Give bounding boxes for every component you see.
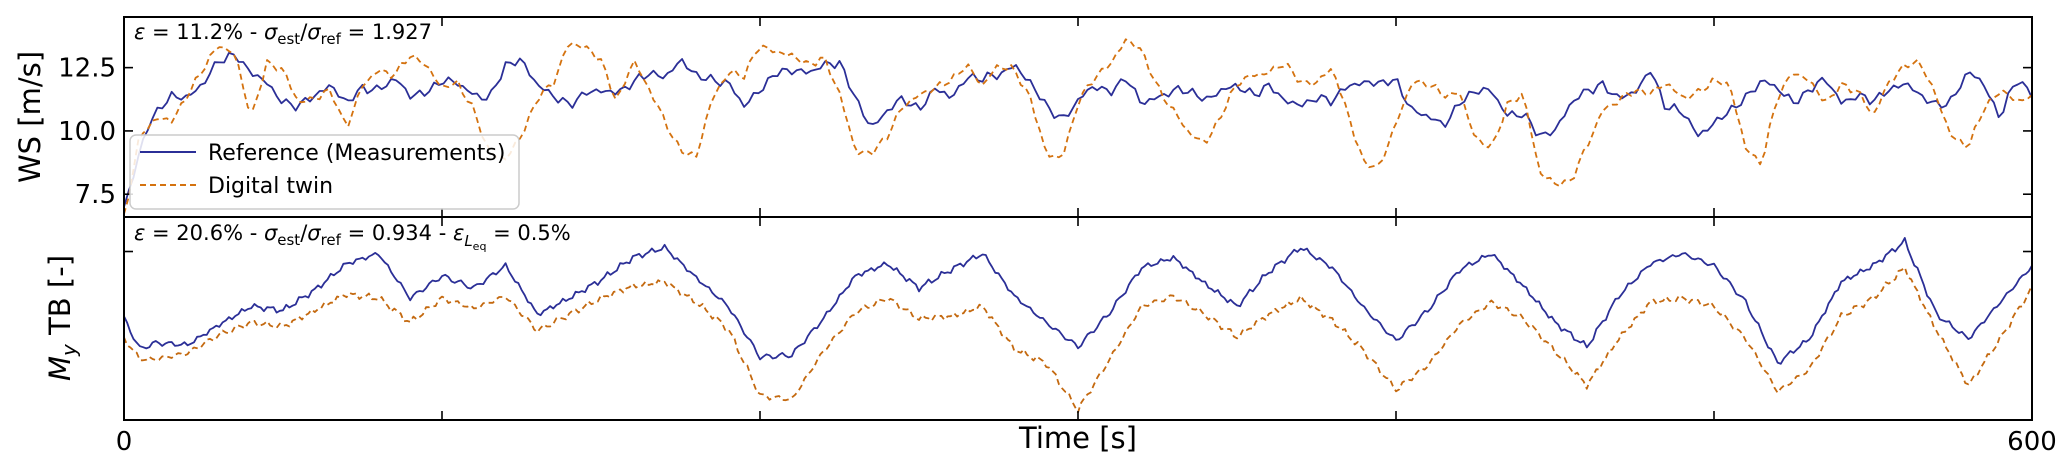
top-y-ticks: 7.5 10.0 12.5 <box>58 54 2032 210</box>
bottom-series-digital-twin-line <box>124 266 2032 414</box>
legend-box <box>129 134 520 210</box>
legend-label-digital-twin: Digital twin <box>208 174 333 199</box>
bottom-y-axis-label: My TB [-] <box>43 255 81 381</box>
top-y-tick-label: 12.5 <box>58 54 116 84</box>
legend-label-reference: Reference (Measurements) <box>208 141 505 166</box>
bottom-x-ticks <box>441 217 1715 420</box>
bottom-series-reference-line <box>124 237 2032 365</box>
top-y-tick-label: 7.5 <box>75 180 116 210</box>
top-y-tick-label: 10.0 <box>58 117 116 147</box>
top-y-axis-label: WS [m/s] <box>13 51 47 183</box>
bottom-panel: ε = 20.6% - σest/σref = 0.934 - εLeq = 0… <box>43 216 2057 457</box>
x-tick-label-0: 0 <box>116 427 133 457</box>
legend: Reference (Measurements) Digital twin <box>129 134 520 210</box>
bottom-axes-frame <box>123 216 2033 421</box>
x-tick-label-600: 600 <box>2007 427 2057 457</box>
top-panel: 7.5 10.0 12.5 ε = 11.2% - σest/σref = 1.92… <box>13 16 2033 218</box>
x-axis-label: Time [s] <box>1018 421 1137 455</box>
bottom-plot-area <box>124 237 2032 414</box>
top-series-reference-line <box>124 52 2032 208</box>
top-annotation: ε = 11.2% - σest/σref = 1.927 <box>134 20 432 48</box>
bottom-annotation: ε = 20.6% - σest/σref = 0.934 - εLeq = 0… <box>134 221 571 253</box>
top-x-ticks <box>441 17 1715 217</box>
top-plot-area <box>124 38 2032 215</box>
